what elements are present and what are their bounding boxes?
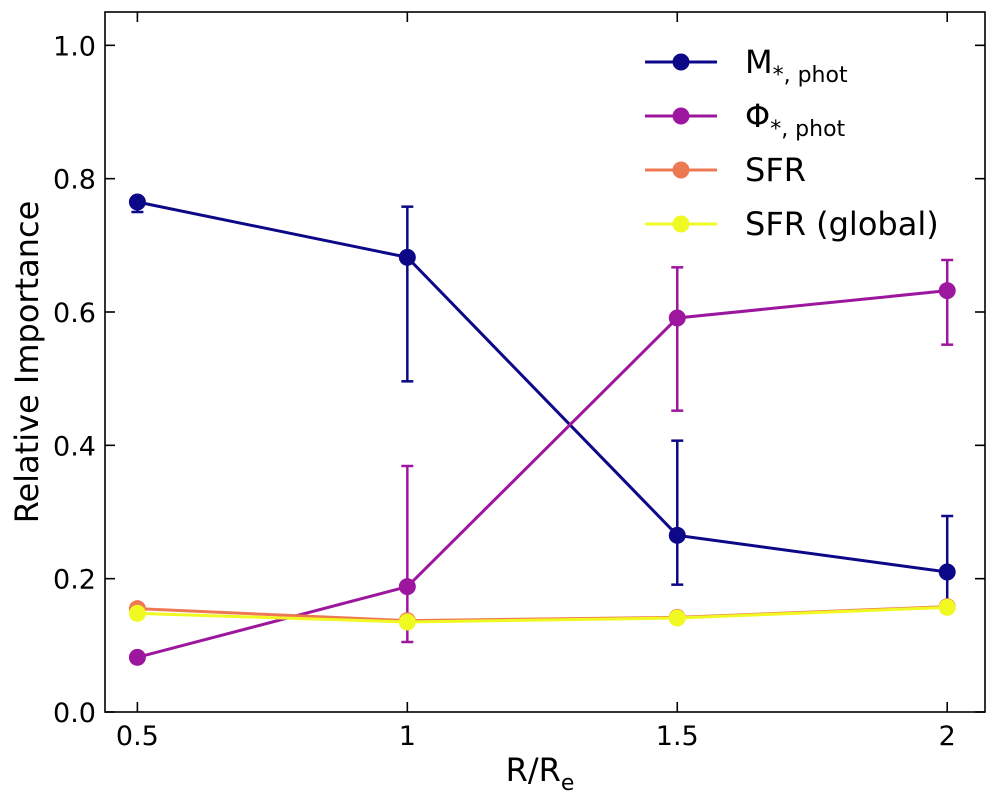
legend-label-main: Φ [745,97,770,135]
legend-label-main: SFR [745,151,806,189]
y-tick-label: 1.0 [53,31,96,62]
legend-entry-3[interactable]: SFR (global) [645,205,939,243]
series-line [137,289,948,659]
x-tick-label: 1.5 [656,721,699,752]
legend-entry-0[interactable]: M*, phot [645,43,848,88]
series-line [137,605,948,624]
data-point[interactable] [398,578,416,596]
legend-label-sub: *, phot [773,63,848,88]
legend-label: SFR (global) [745,205,939,243]
legend-label-sub: *, phot [770,117,845,142]
legend-marker [672,215,690,233]
plot-area [128,193,956,666]
legend-label: M*, phot [745,43,848,88]
x-tick-label: 0.5 [116,721,159,752]
x-tick-label: 2 [939,721,956,752]
x-axis-title-main: R/R [506,751,561,789]
data-point[interactable] [128,604,146,622]
legend-marker [672,53,690,71]
legend-label: Φ*, phot [745,97,846,142]
legend-label-main: SFR (global) [745,205,939,243]
data-point[interactable] [668,309,686,327]
legend-entry-2[interactable]: SFR [645,151,806,189]
legend-label-main: M [745,43,773,81]
series-1 [128,258,956,666]
legend-marker [672,107,690,125]
y-tick-label: 0.4 [53,431,96,462]
axes: 0.5 1 1.5 2 0.0 0.2 0.4 0.6 0.8 1.0 [53,11,986,752]
data-point[interactable] [668,526,686,544]
y-tick-label: 0.8 [53,165,96,196]
x-axis-title-sub: e [561,771,575,796]
data-point[interactable] [938,598,956,616]
data-point[interactable] [128,648,146,666]
data-point[interactable] [938,282,956,300]
y-tick-label: 0.2 [53,565,96,596]
data-point[interactable] [398,613,416,631]
legend-entry-1[interactable]: Φ*, phot [645,97,846,142]
data-point[interactable] [128,193,146,211]
series-3 [128,598,956,631]
data-point[interactable] [938,563,956,581]
axes-frame [104,11,986,713]
x-tick-label: 1 [399,721,416,752]
series-line [137,200,948,574]
x-axis-title: R/Re [506,751,575,796]
legend-marker [672,161,690,179]
y-tick-label: 0.6 [53,298,96,329]
y-tick-label: 0.0 [53,698,96,729]
data-point[interactable] [668,609,686,627]
legend-label: SFR [745,151,806,189]
data-point[interactable] [398,248,416,266]
y-axis-title: Relative Importance [8,201,46,524]
